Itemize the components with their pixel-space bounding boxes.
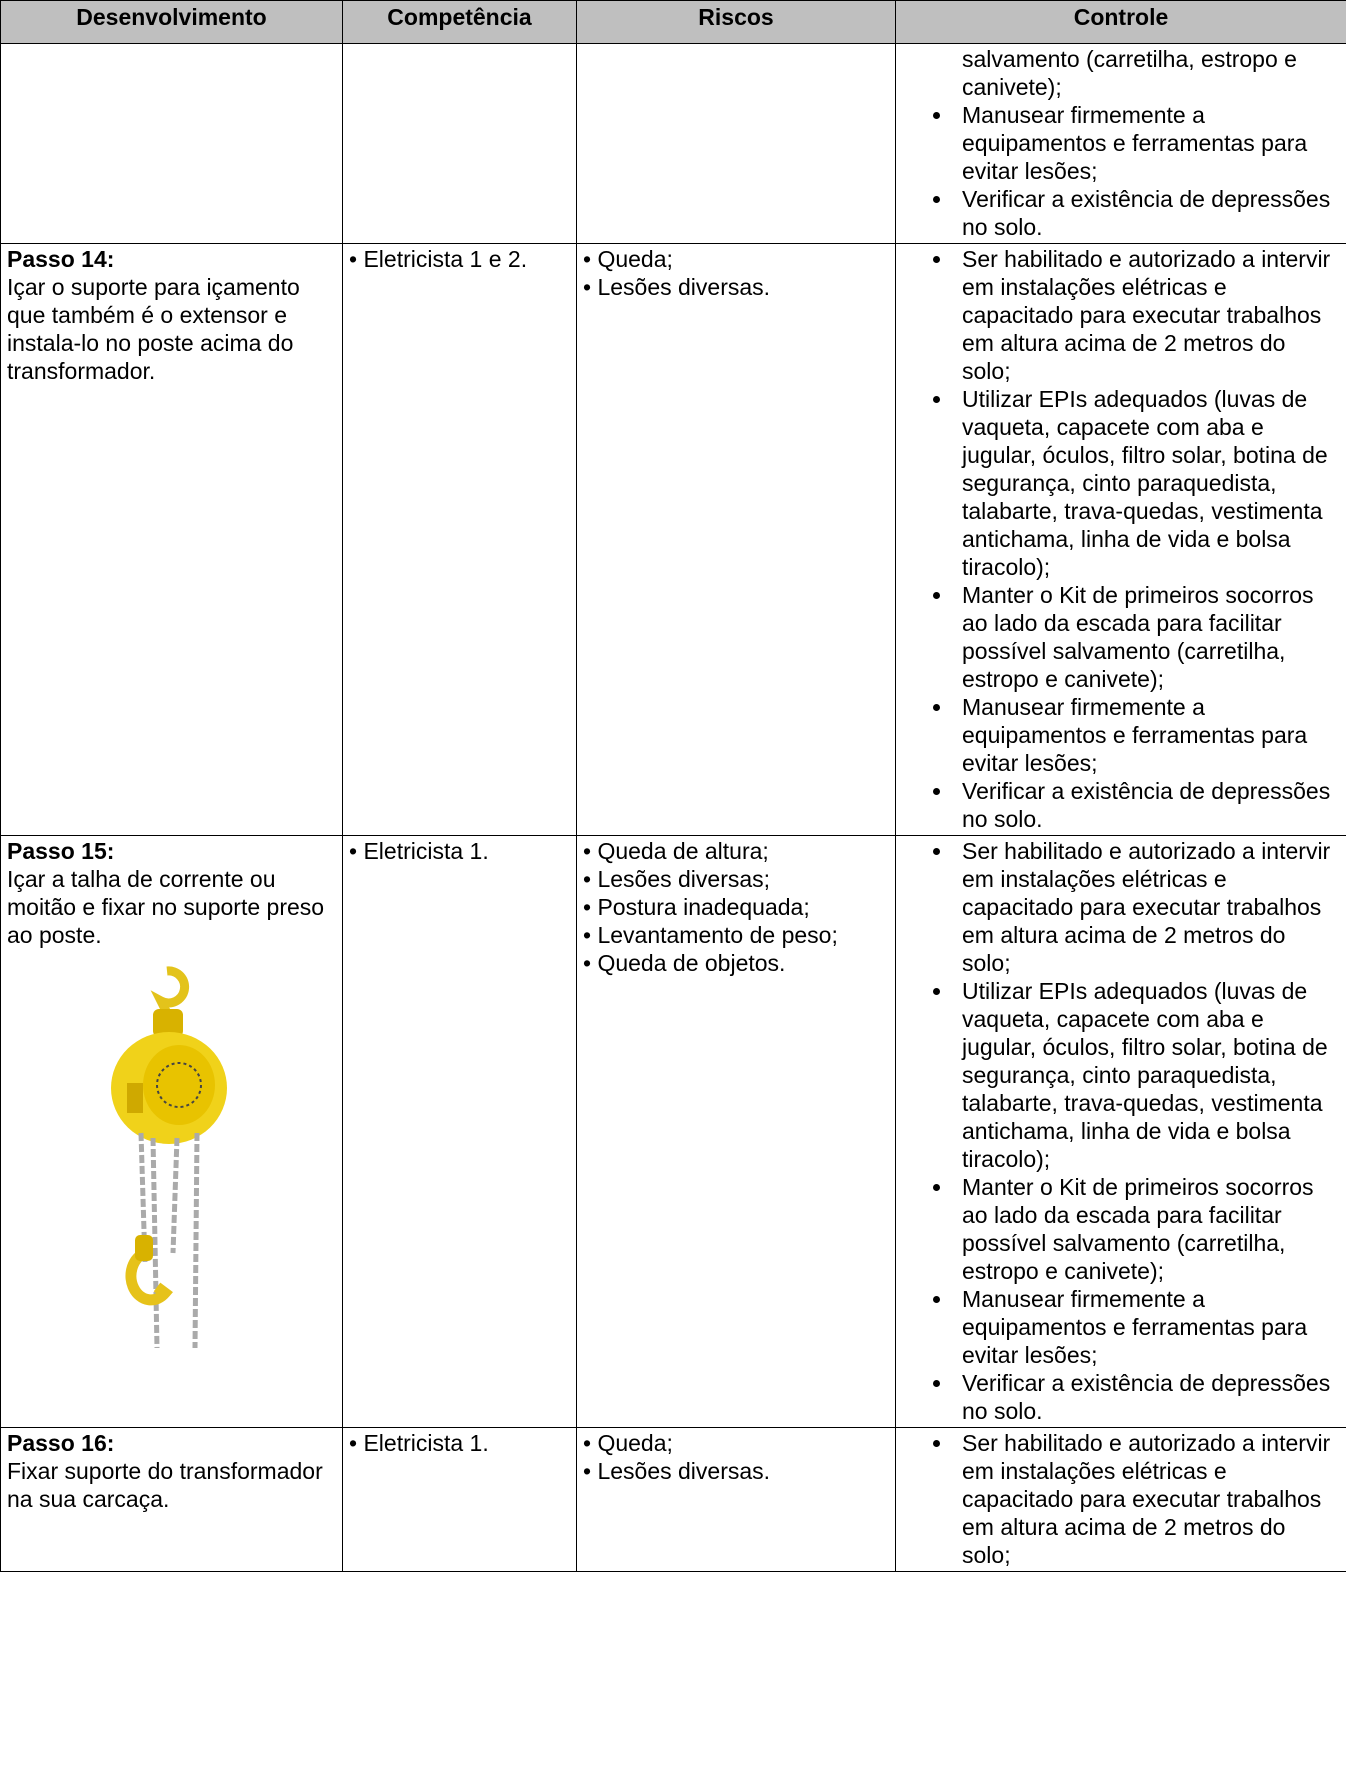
risks-item: Postura inadequada; [583, 893, 889, 921]
control-item: Ser habilitado e autorizado a intervir e… [954, 837, 1340, 977]
step-label: Passo 15: [7, 838, 115, 864]
control-item: Utilizar EPIs adequados (luvas de vaquet… [954, 385, 1340, 581]
competence-item: Eletricista 1. [349, 837, 570, 865]
column-header: Riscos [576, 0, 896, 44]
competence-cell: Eletricista 1. [342, 835, 577, 1428]
risks-cell: Queda;Lesões diversas. [576, 243, 896, 836]
control-item: Verificar a existência de depressões no … [954, 777, 1340, 833]
table-row: Passo 15: Içar a talha de corrente ou moi… [0, 835, 1346, 1428]
risks-list: Queda;Lesões diversas. [583, 1429, 889, 1485]
risks-list: Queda de altura;Lesões diversas;Postura … [583, 837, 889, 977]
control-cell: Ser habilitado e autorizado a intervir e… [895, 1427, 1346, 1572]
risk-table: Desenvolvimento Competência Riscos Controle… [0, 0, 1346, 1572]
control-item: Manusear firmemente a equipamentos e fer… [954, 693, 1340, 777]
control-list: Ser habilitado e autorizado a intervir e… [902, 245, 1340, 833]
development-cell [0, 43, 343, 244]
column-header: Desenvolvimento [0, 0, 343, 44]
control-list: Manusear firmemente a equipamentos e fer… [902, 101, 1340, 241]
development-cell: Passo 14: Içar o suporte para içamento qu… [0, 243, 343, 836]
column-header: Controle [895, 0, 1346, 44]
table-body: salvamento (carretilha, estropo e canive… [0, 43, 1346, 1572]
control-item: Ser habilitado e autorizado a intervir e… [954, 1429, 1340, 1569]
risks-item: Lesões diversas; [583, 865, 889, 893]
table-row: Passo 14: Içar o suporte para içamento qu… [0, 243, 1346, 836]
control-cell: salvamento (carretilha, estropo e canive… [895, 43, 1346, 244]
risks-item: Queda; [583, 1429, 889, 1457]
control-continuation: salvamento (carretilha, estropo e canive… [962, 46, 1297, 100]
risks-item: Queda de objetos. [583, 949, 889, 977]
table-row: salvamento (carretilha, estropo e canive… [0, 43, 1346, 244]
risks-item: Levantamento de peso; [583, 921, 889, 949]
control-cell: Ser habilitado e autorizado a intervir e… [895, 243, 1346, 836]
control-item: Manter o Kit de primeiros socorros ao la… [954, 1173, 1340, 1285]
control-item: Verificar a existência de depressões no … [954, 1369, 1340, 1425]
competence-item: Eletricista 1. [349, 1429, 570, 1457]
control-item: Verificar a existência de depressões no … [954, 185, 1340, 241]
risks-cell: Queda de altura;Lesões diversas;Postura … [576, 835, 896, 1428]
control-item: Manter o Kit de primeiros socorros ao la… [954, 581, 1340, 693]
control-list: Ser habilitado e autorizado a intervir e… [902, 837, 1340, 1425]
competence-cell: Eletricista 1. [342, 1427, 577, 1572]
risks-item: Queda de altura; [583, 837, 889, 865]
step-description: Fixar suporte do transformador na sua ca… [7, 1458, 323, 1512]
column-header: Competência [342, 0, 577, 44]
risks-item: Queda; [583, 245, 889, 273]
competence-item: Eletricista 1 e 2. [349, 245, 570, 273]
header-row: Desenvolvimento Competência Riscos Controle [0, 0, 1346, 44]
development-cell: Passo 15: Içar a talha de corrente ou moi… [0, 835, 343, 1428]
risks-cell: Queda;Lesões diversas. [576, 1427, 896, 1572]
control-item: Manusear firmemente a equipamentos e fer… [954, 1285, 1340, 1369]
step-description: Içar a talha de corrente ou moitão e fix… [7, 866, 325, 948]
step-label: Passo 14: [7, 246, 115, 272]
competence-cell [342, 43, 577, 244]
risks-item: Lesões diversas. [583, 273, 889, 301]
competence-list: Eletricista 1 e 2. [349, 245, 570, 273]
control-list: Ser habilitado e autorizado a intervir e… [902, 1429, 1340, 1569]
competence-list: Eletricista 1. [349, 1429, 570, 1457]
step-description: Içar o suporte para içamento que também … [7, 274, 300, 384]
risks-item: Lesões diversas. [583, 1457, 889, 1485]
development-cell: Passo 16: Fixar suporte do transformador … [0, 1427, 343, 1572]
risks-cell [576, 43, 896, 244]
competence-cell: Eletricista 1 e 2. [342, 243, 577, 836]
control-item: Manusear firmemente a equipamentos e fer… [954, 101, 1340, 185]
control-item: Utilizar EPIs adequados (luvas de vaquet… [954, 977, 1340, 1173]
risks-list: Queda;Lesões diversas. [583, 245, 889, 301]
table-row: Passo 16: Fixar suporte do transformador … [0, 1427, 1346, 1572]
control-cell: Ser habilitado e autorizado a intervir e… [895, 835, 1346, 1428]
competence-list: Eletricista 1. [349, 837, 570, 865]
control-item: Ser habilitado e autorizado a intervir e… [954, 245, 1340, 385]
step-label: Passo 16: [7, 1430, 115, 1456]
chain-hoist-image [111, 966, 227, 1349]
